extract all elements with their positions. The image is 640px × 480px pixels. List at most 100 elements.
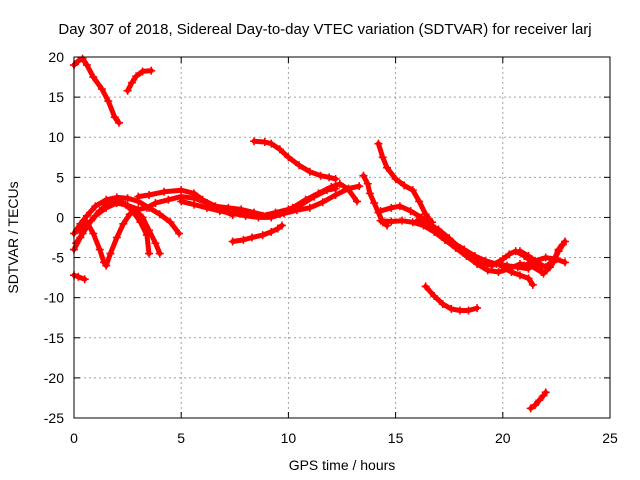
data-point: [112, 233, 121, 242]
data-point: [104, 97, 113, 106]
data-point: [72, 239, 81, 248]
series-arc-11: [232, 184, 340, 220]
data-point: [466, 251, 475, 260]
x-tick-label: 10: [281, 430, 297, 446]
data-point: [524, 251, 533, 260]
data-point: [363, 179, 372, 188]
data-point: [74, 57, 83, 66]
data-point: [190, 200, 199, 209]
series-arc-12: [228, 221, 286, 246]
data-point: [115, 118, 124, 127]
data-point: [488, 261, 497, 270]
data-point: [164, 195, 173, 204]
data-point: [464, 306, 473, 315]
data-point: [498, 255, 507, 264]
data-point: [305, 167, 314, 176]
data-point: [552, 255, 561, 264]
series-line: [378, 218, 544, 275]
data-point: [166, 218, 175, 227]
data-point: [423, 219, 432, 228]
y-tick-label: -15: [44, 330, 64, 346]
series-arc-23: [520, 253, 569, 270]
data-point: [539, 269, 548, 278]
data-point: [228, 209, 237, 218]
data-point: [406, 207, 415, 216]
y-tick-label: 20: [48, 49, 64, 65]
data-point: [89, 73, 98, 82]
data-point: [515, 271, 524, 280]
data-point: [528, 280, 537, 289]
y-tick-label: 15: [48, 89, 64, 105]
data-point: [378, 153, 387, 162]
data-point: [277, 221, 286, 230]
data-point: [132, 72, 141, 81]
series-line: [71, 194, 182, 236]
series-arc-24: [526, 388, 550, 413]
data-point: [387, 203, 396, 212]
data-point: [353, 197, 362, 206]
data-point: [160, 187, 169, 196]
x-tick-label: 0: [70, 430, 78, 446]
data-point: [344, 184, 353, 193]
data-point: [177, 197, 186, 206]
data-point: [106, 249, 115, 258]
y-tick-label: -20: [44, 370, 64, 386]
data-point: [455, 243, 464, 252]
y-tick-label: -10: [44, 290, 64, 306]
data-point: [78, 54, 87, 63]
data-point: [112, 194, 121, 203]
data-point: [95, 245, 104, 254]
data-point: [331, 184, 340, 193]
data-point: [80, 275, 89, 284]
data-point: [155, 210, 164, 219]
data-point: [91, 202, 100, 211]
data-point: [125, 210, 134, 219]
data-point: [408, 186, 417, 195]
series-line: [103, 208, 163, 269]
data-point: [515, 247, 524, 256]
x-axis-label: GPS time / hours: [289, 457, 396, 473]
data-point: [82, 218, 91, 227]
data-point: [275, 145, 284, 154]
data-point: [558, 240, 567, 249]
data-point: [415, 197, 424, 206]
data-point: [297, 200, 306, 209]
series-arc-19: [421, 282, 482, 315]
data-point: [445, 234, 454, 243]
data-point: [398, 216, 407, 225]
data-point: [284, 153, 293, 162]
data-point: [421, 210, 430, 219]
data-point: [175, 229, 184, 238]
data-point: [121, 200, 130, 209]
data-point: [232, 207, 241, 216]
data-point: [151, 239, 160, 248]
data-point: [123, 194, 132, 203]
data-point: [376, 216, 385, 225]
data-point: [267, 139, 276, 148]
x-tick-label: 5: [177, 430, 185, 446]
data-point: [95, 207, 104, 216]
data-point: [198, 195, 207, 204]
data-point: [331, 174, 340, 183]
series-line: [71, 56, 122, 126]
data-point: [145, 203, 154, 212]
data-point: [247, 233, 256, 242]
data-point: [483, 266, 492, 275]
data-point: [365, 189, 374, 198]
series-arc-21: [498, 263, 537, 289]
data-point: [447, 304, 456, 313]
series-arc-3: [70, 271, 89, 284]
data-point: [370, 199, 379, 208]
y-tick-label: -5: [52, 250, 65, 266]
data-point: [421, 282, 430, 291]
data-point: [89, 229, 98, 238]
data-point: [104, 199, 113, 208]
data-point: [145, 249, 154, 258]
x-tick-label: 15: [388, 430, 404, 446]
series-arc-1: [70, 54, 124, 127]
data-point: [138, 67, 147, 76]
data-point: [387, 217, 396, 226]
grid: [74, 57, 610, 418]
data-point: [97, 85, 106, 94]
